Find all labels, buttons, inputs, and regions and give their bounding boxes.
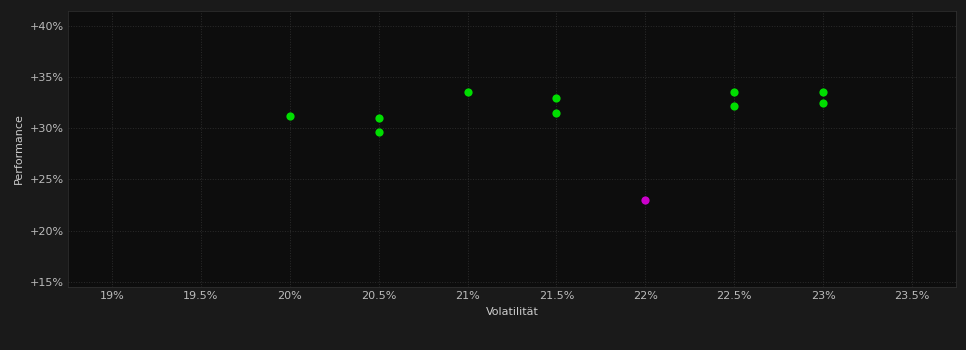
Point <box>638 197 653 203</box>
Point <box>460 90 475 95</box>
Point <box>815 90 831 95</box>
Point <box>371 130 386 135</box>
Point <box>371 115 386 121</box>
Y-axis label: Performance: Performance <box>14 113 24 184</box>
Point <box>726 103 742 108</box>
Point <box>815 100 831 105</box>
Point <box>726 90 742 95</box>
X-axis label: Volatilität: Volatilität <box>486 307 538 317</box>
Point <box>282 113 298 119</box>
Point <box>549 110 564 116</box>
Point <box>549 95 564 100</box>
